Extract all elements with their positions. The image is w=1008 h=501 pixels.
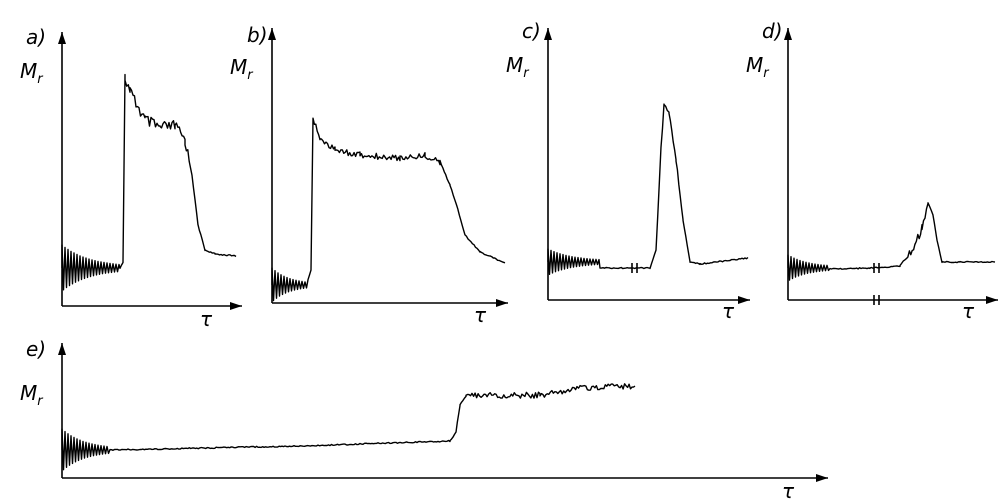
curve (547, 103, 749, 275)
x-arrow (816, 474, 828, 482)
x-arrow (230, 302, 242, 310)
x-axis-label: τ (722, 299, 735, 323)
y-axis-label: Mr (506, 53, 530, 81)
panel: d) Mr τ (746, 19, 998, 323)
y-axis-label: Mr (20, 59, 44, 87)
y-label-sub: r (37, 72, 44, 87)
y-label-main: M (20, 59, 37, 83)
panel: b)Mrτ (230, 23, 508, 327)
x-axis-label: τ (200, 307, 213, 331)
y-label-sub: r (37, 394, 44, 409)
y-axis-label: Mr (20, 381, 44, 409)
y-label-main: M (230, 55, 247, 79)
panel-label: c) (522, 19, 541, 43)
x-arrow (738, 296, 750, 304)
y-label-main: M (506, 53, 523, 77)
panel: c) Mr τ (506, 19, 750, 323)
x-arrow (986, 296, 998, 304)
x-axis-label: τ (962, 299, 975, 323)
panel-label: a) (26, 25, 46, 49)
curve (61, 383, 636, 471)
curve (787, 202, 996, 281)
panel-label: b) (247, 23, 268, 47)
panel-label: d) (762, 19, 783, 43)
y-arrow (544, 28, 552, 40)
y-arrow (784, 28, 792, 40)
y-arrow (268, 28, 276, 40)
y-axis-label: Mr (746, 53, 770, 81)
y-arrow (58, 343, 66, 355)
panel: e) Mr τ (20, 337, 828, 501)
y-label-sub: r (247, 68, 254, 83)
curve (271, 117, 506, 302)
y-label-main: M (746, 53, 763, 77)
panel-label: e) (26, 337, 46, 361)
y-label-sub: r (523, 66, 530, 81)
y-arrow (58, 32, 66, 44)
y-label-sub: r (763, 66, 770, 81)
x-arrow (496, 299, 508, 307)
y-axis-label: Mr (230, 55, 254, 83)
curve (61, 73, 237, 291)
x-axis-label: τ (474, 303, 487, 327)
panel: a) Mr τ (20, 25, 242, 331)
x-axis-label: τ (782, 479, 795, 501)
y-label-main: M (20, 381, 37, 405)
